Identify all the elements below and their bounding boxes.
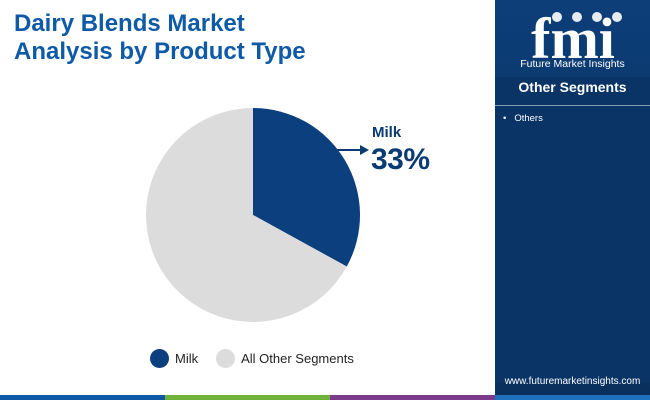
bottom-bar-segment [0, 395, 165, 400]
segments-panel [495, 77, 650, 383]
callout-value: 33% [371, 143, 430, 176]
legend-label-other: All Other Segments [241, 350, 354, 366]
pie-chart [145, 108, 369, 322]
legend-swatch-milk [150, 348, 169, 368]
pie-slices [145, 108, 360, 322]
pie-slice-milk [253, 108, 360, 267]
segment-item-others: Others [503, 113, 543, 124]
legend-label-milk: Milk [175, 350, 199, 366]
legend-item-milk: Milk [150, 348, 199, 368]
chart-title: Dairy Blends Market Analysis by Product … [14, 10, 484, 66]
callout-label: Milk [372, 124, 402, 141]
chart-legend: Milk All Other Segments [150, 347, 372, 369]
callout-arrow [334, 145, 369, 155]
pie-slice-all-other-segments [145, 108, 347, 322]
bottom-bar-segment [165, 395, 330, 400]
bottom-bar-segment [495, 395, 650, 400]
segments-title: Other Segments [518, 79, 627, 95]
legend-item-other: All Other Segments [216, 348, 354, 368]
bottom-bar-segment [330, 395, 495, 400]
website-link[interactable]: www.futuremarketinsights.com [504, 376, 641, 387]
fmi-logo: fmi [531, 8, 622, 70]
title-line-1: Dairy Blends Market [14, 10, 245, 37]
title-line-2: Analysis by Product Type [14, 38, 306, 65]
sidebar: fmi Future Market Insights Other Segment… [495, 0, 650, 400]
logo-subtitle: Future Market Insights [520, 58, 625, 70]
segments-list: Others [503, 113, 543, 124]
callout-arrowhead [360, 145, 369, 155]
legend-swatch-other [216, 348, 236, 368]
segments-divider [495, 105, 650, 106]
